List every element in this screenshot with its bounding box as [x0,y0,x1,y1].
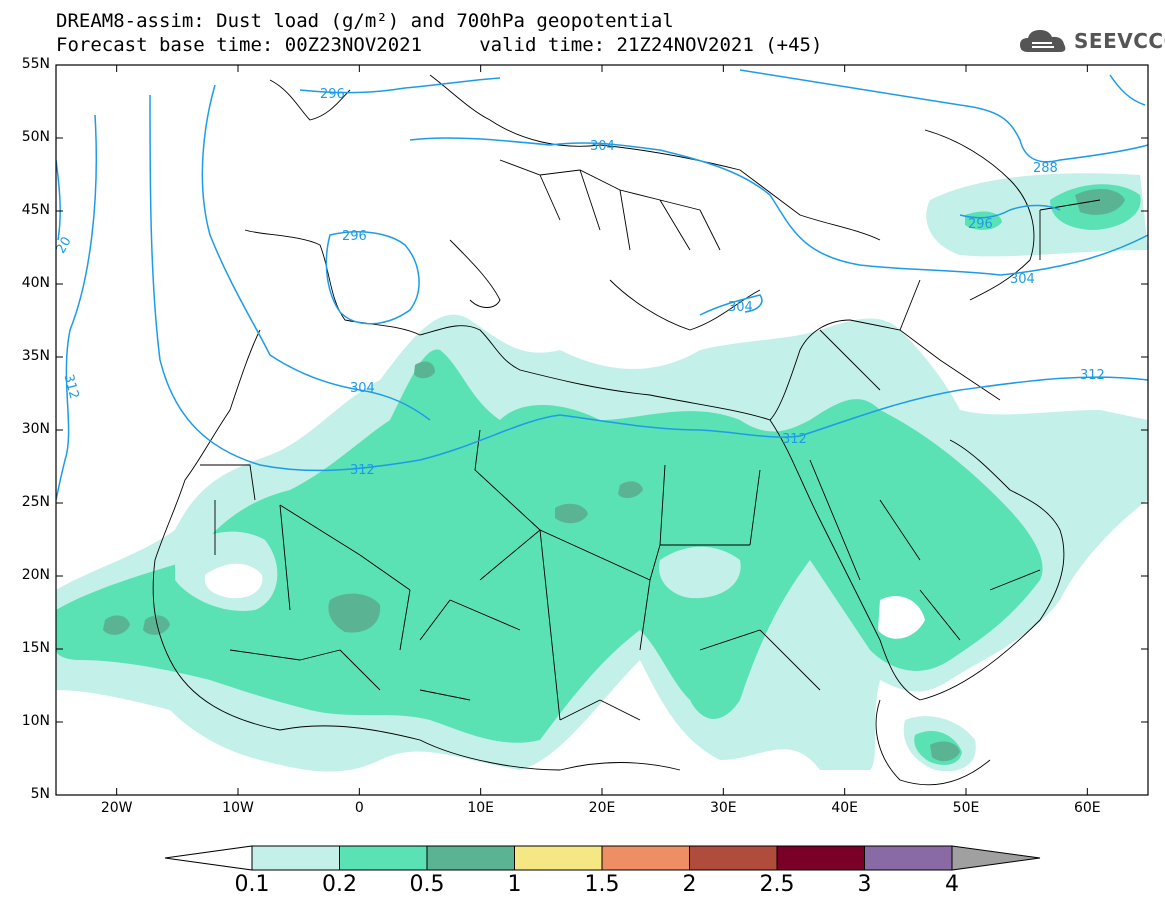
colorbar-label: 3 [857,872,872,897]
contour-label: 304 [728,300,753,315]
lat-tick-label: 25N [21,494,50,510]
lat-tick-label: 5N [30,786,50,802]
map-title: DREAM8-assim: Dust load (g/m²) and 700hP… [56,10,674,32]
contour-label: 304 [590,139,615,154]
coastlines-borders [152,74,1101,786]
contour-label: 288 [1033,161,1058,176]
lat-tick-label: 30N [21,421,50,437]
contour-label: 312 [782,432,807,447]
contour-label: 296 [342,229,367,244]
colorbar-label: 1.5 [584,872,620,897]
lat-tick-label: 55N [21,56,50,72]
colorbar-cell [689,845,778,871]
colorbar-cell [426,845,515,871]
lon-tick-label: 20E [588,800,616,816]
lat-tick-label: 45N [21,202,50,218]
dust-load-shading [56,173,1148,772]
lon-tick-label: 30E [709,800,737,816]
colorbar [164,845,1041,871]
lat-tick-label: 40N [21,275,50,291]
lon-tick-label: 40E [831,800,858,816]
contour-label: 312 [61,373,82,401]
axis-ticks [56,64,1148,796]
lon-tick-label: 10E [467,800,494,816]
colorbar-label: 0.1 [234,872,270,897]
lat-tick-label: 15N [21,640,50,656]
contour-label: 296 [968,217,993,232]
lon-tick-label: 50E [952,800,980,816]
colorbar-label: 2.5 [759,872,795,897]
geopotential-contours [56,69,1148,501]
colorbar-label: 0.2 [322,872,357,897]
colorbar-label: 0.5 [409,872,445,897]
map-subtitle-times: Forecast base time: 00Z23NOV2021 valid t… [56,34,823,56]
lon-tick-label: 0 [354,800,364,816]
colorbar-cell [251,845,340,871]
lon-tick-label: 60E [1073,800,1101,816]
colorbar-max-triangle [951,845,1041,871]
contour-label: 312 [350,463,375,478]
colorbar-cell [339,845,428,871]
seevccc-logo: SEEVCCC [1018,26,1165,56]
contour-label: 312 [1080,368,1105,383]
contour-label: 304 [1010,272,1035,287]
colorbar-cell [864,845,953,871]
colorbar-label: 4 [945,872,959,897]
colorbar-cell [514,845,603,871]
lat-tick-label: 10N [21,713,50,729]
contour-labels: 296 304 296 304 296 288 304 20 312 304 3… [53,87,1104,478]
lat-tick-label: 50N [21,129,50,145]
colorbar-min-triangle [164,845,253,871]
colorbar-label: 2 [682,872,697,897]
contour-label: 20 [53,235,74,257]
colorbar-label: 1 [507,872,522,897]
contour-label: 296 [320,87,345,102]
cloud-icon [1020,30,1066,52]
colorbar-cell [776,845,865,871]
lon-tick-label: 10W [222,800,254,816]
lat-tick-label: 20N [21,567,50,583]
logo-text: SEEVCCC [1074,29,1165,53]
colorbar-cell [601,845,690,871]
lon-tick-label: 20W [100,800,133,816]
contour-label: 304 [350,381,375,396]
lat-tick-label: 35N [21,348,50,364]
